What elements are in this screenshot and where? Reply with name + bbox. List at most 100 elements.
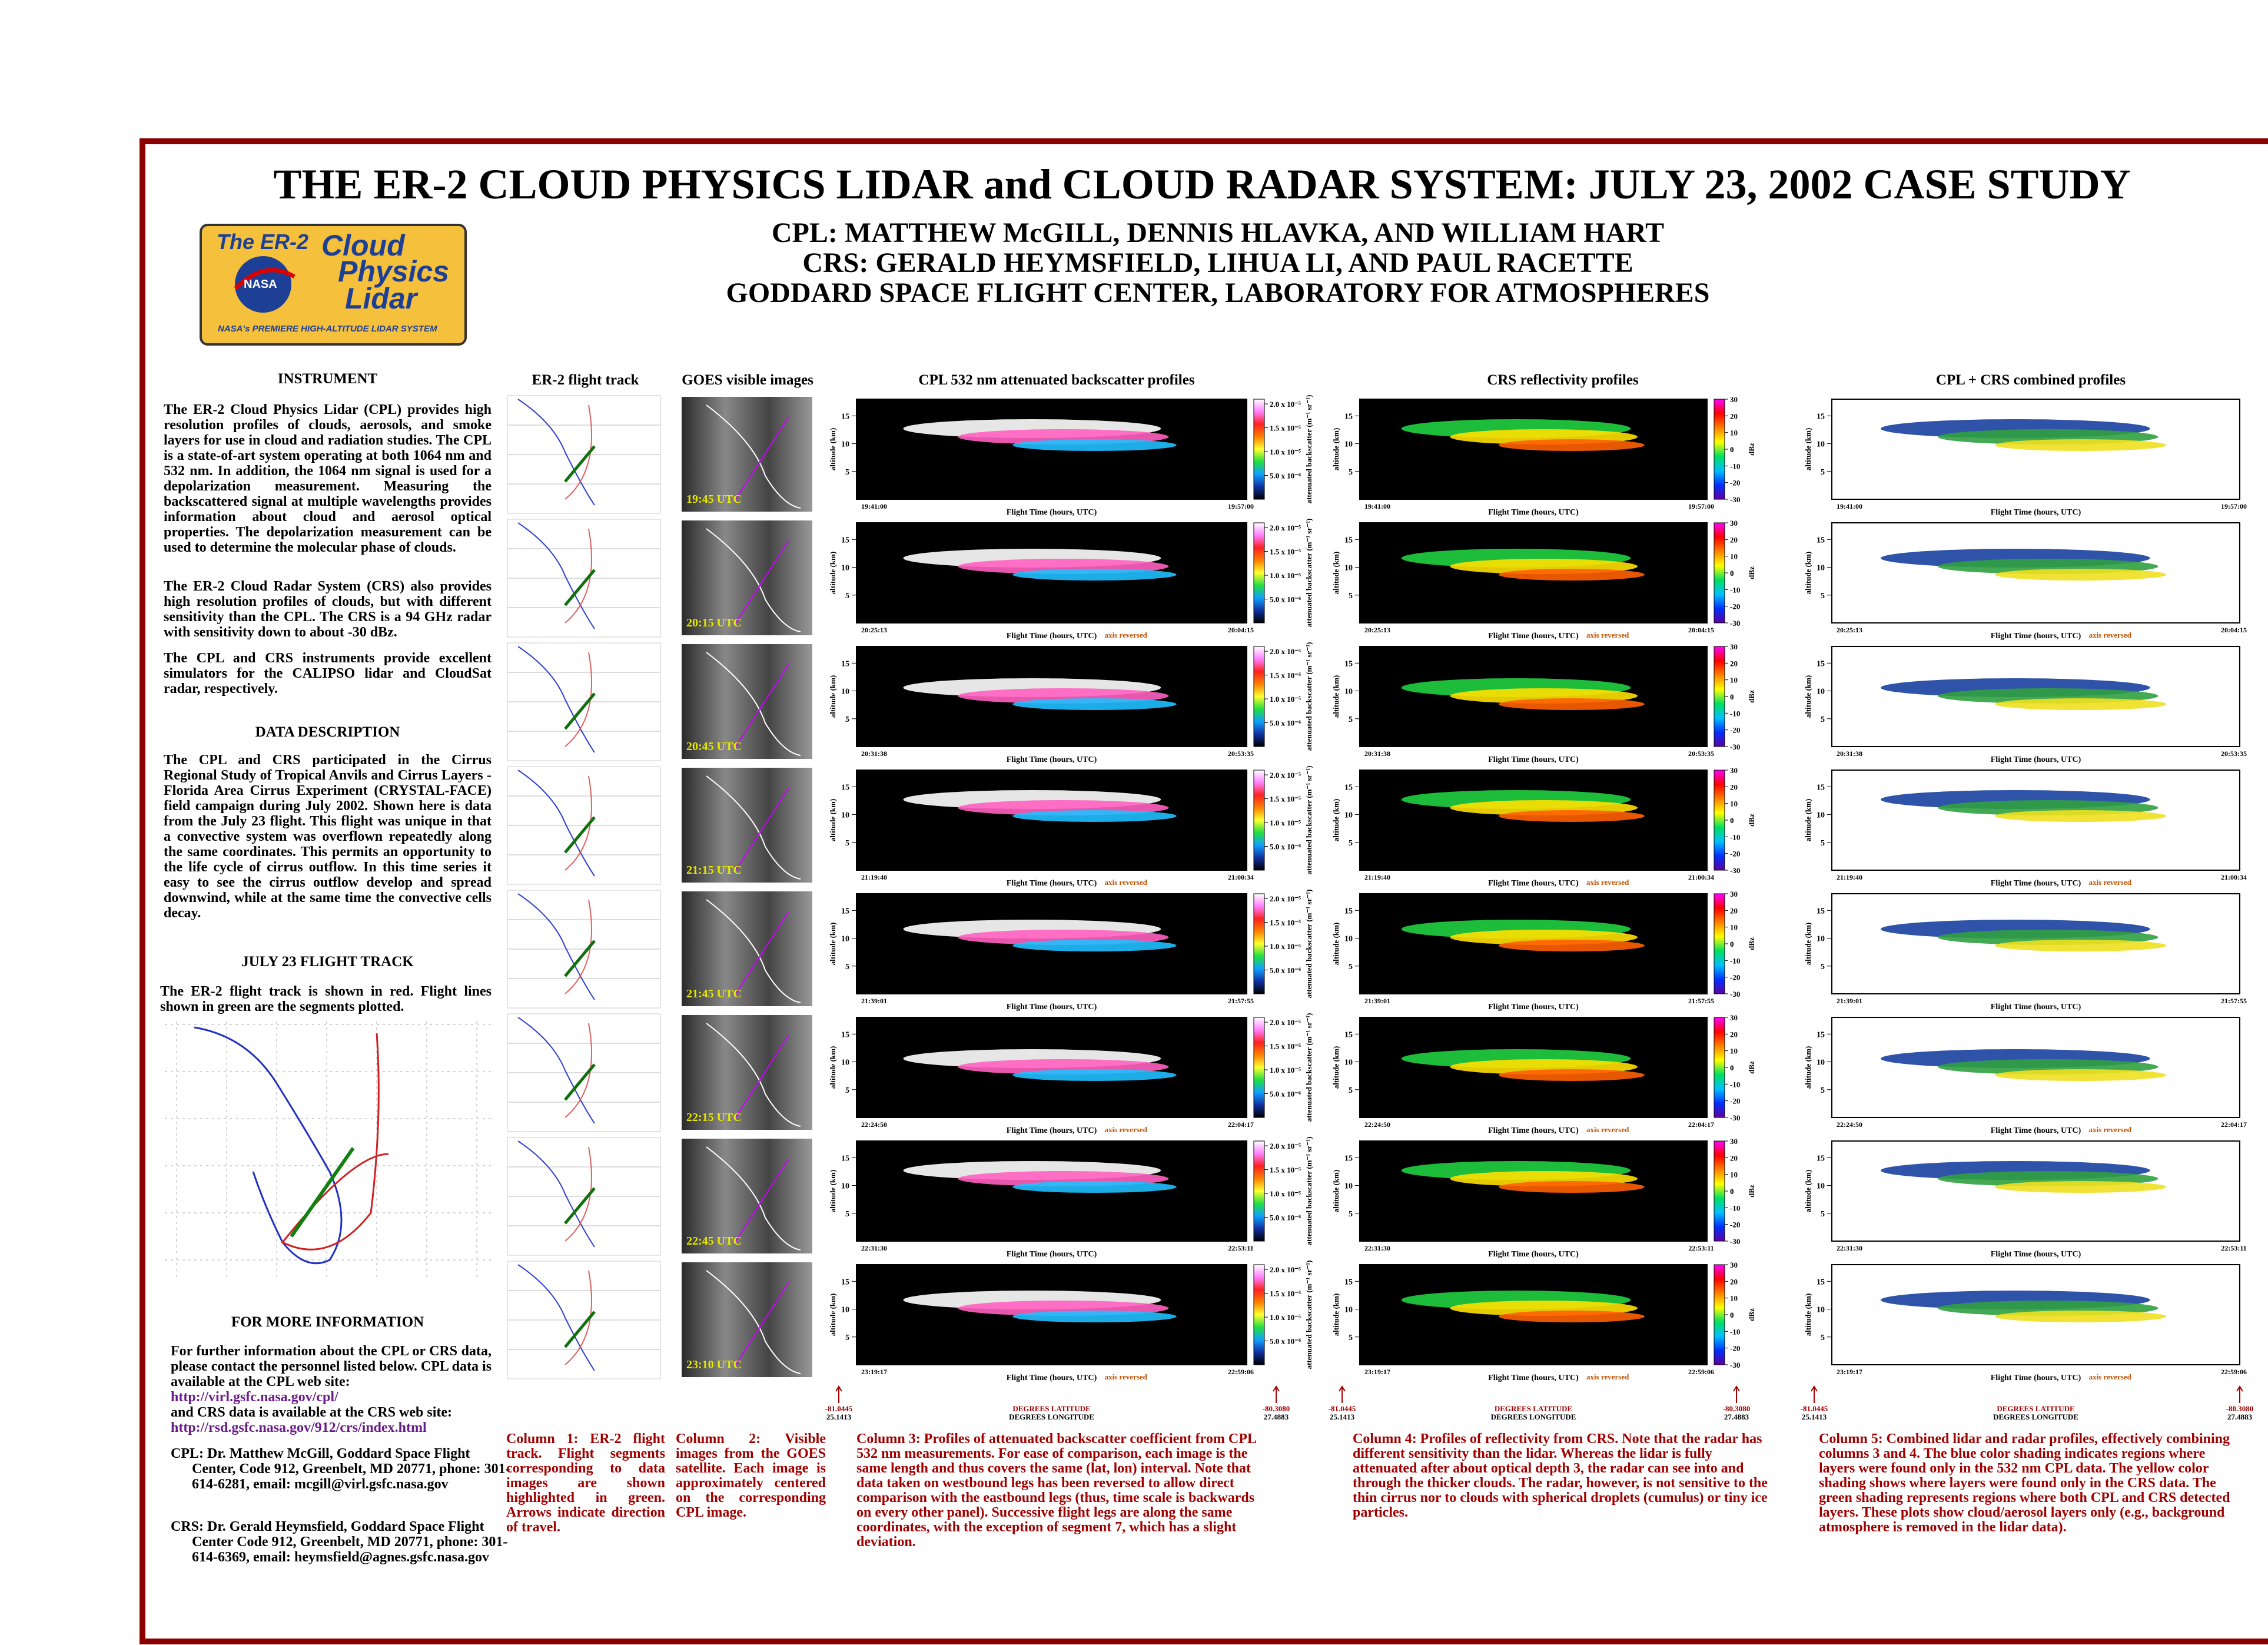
logo-cloud: Cloud [321, 229, 405, 262]
end-time: 22:04:17 [1688, 1120, 1714, 1129]
colorbar-tick-label: 0 [1730, 692, 1734, 701]
y-tick-label: 5 [1821, 963, 1825, 971]
cloud-layer [1012, 810, 1177, 822]
goes-track [735, 787, 789, 871]
axis-reversed: axis reversed [1105, 631, 1148, 639]
colorbar-tick-label: 10 [1730, 800, 1738, 808]
cloud-layer [1012, 1311, 1177, 1322]
x-axis-label: Flight Time (hours, UTC) [1488, 1374, 1579, 1382]
colorbar-tick-label: 5.0 x 10⁻⁶ [1270, 595, 1301, 604]
goes-coast [706, 899, 801, 1003]
colorbar-tick-label: -20 [1730, 850, 1740, 858]
colorbar-tick-label: 20 [1730, 1277, 1738, 1286]
colorbar [1714, 399, 1725, 500]
colorbar-tick-label: 20 [1730, 782, 1738, 791]
link[interactable]: http://rsd.gsfc.nasa.gov/912/crs/index.h… [171, 1420, 427, 1435]
y-tick-label: 10 [1817, 564, 1825, 573]
authors: CPL: MATTHEW McGILL, DENNIS HLAVKA, AND … [0, 218, 2268, 308]
y-tick-label: 5 [845, 839, 849, 848]
start-time: 22:31:30 [1837, 1244, 1862, 1252]
cloud-layer [1499, 439, 1645, 451]
cpl-panel: 5 10 15 altitude (km) 21:39:01 21:57:55 Flight… [828, 890, 1313, 1011]
goes-coast [706, 652, 801, 756]
logo-er2: The ER-2 [217, 230, 309, 254]
y-tick-label: 15 [1344, 659, 1353, 668]
coordinate-label: -81.0445 [1801, 1404, 1828, 1413]
colorbar-tick-label: 1.5 x 10⁻⁵ [1270, 1289, 1301, 1298]
colorbar-tick-label: 1.5 x 10⁻⁵ [1270, 1042, 1301, 1051]
lon-label: DEGREES LONGITUDE [1993, 1412, 2078, 1421]
x-axis-label: Flight Time (hours, UTC) [1991, 508, 2081, 517]
crs-panel: 5 10 15 altitude (km) 22:24:50 22:04:17 Flight… [1331, 1013, 1756, 1135]
colorbar-tick-label: -30 [1730, 742, 1740, 751]
colorbar-tick-label: 10 [1730, 552, 1738, 561]
crs-panel: 5 10 15 altitude (km) 21:19:40 21:00:34 Flight… [1331, 766, 1756, 888]
colorbar [1714, 893, 1725, 994]
cloud-layer [1499, 569, 1645, 581]
colorbar-tick-label: -10 [1730, 462, 1740, 470]
flight-track-panel [507, 519, 661, 638]
colorbar-tick-label: 20 [1730, 1153, 1738, 1162]
x-axis-label: Flight Time (hours, UTC) [1991, 1250, 2081, 1259]
cpl-panel: 5 10 15 altitude (km) 20:25:13 20:04:15 Flight… [828, 519, 1313, 641]
lat-label: DEGREES LATITUDE [1997, 1404, 2074, 1413]
cloud-layer [1499, 1311, 1645, 1322]
cpl-panel: 5 10 15 altitude (km) 19:41:00 19:57:00 Flight… [828, 395, 1313, 517]
title: THE ER-2 CLOUD PHYSICS LIDAR and CLOUD R… [273, 161, 2131, 208]
start-time: 20:25:13 [1364, 626, 1390, 634]
colorbar-tick-label: -30 [1730, 1237, 1740, 1246]
flight-segment [564, 1063, 596, 1101]
y-tick-label: 15 [1817, 536, 1825, 545]
link[interactable]: http://virl.gsfc.nasa.gov/cpl/ [171, 1389, 338, 1405]
section-heading: FOR MORE INFORMATION [231, 1314, 424, 1330]
y-tick-label: 10 [1344, 1306, 1353, 1315]
y-tick-label: 5 [1821, 468, 1825, 477]
y-tick-label: 5 [1349, 839, 1353, 848]
colorbar-tick-label: -30 [1730, 1361, 1740, 1369]
y-tick-label: 10 [841, 440, 849, 449]
start-time: 23:19:17 [1364, 1368, 1390, 1376]
author-line: CPL: MATTHEW McGILL, DENNIS HLAVKA, AND … [771, 217, 1665, 248]
y-tick-label: 10 [1817, 688, 1825, 697]
end-time: 21:57:55 [1688, 997, 1714, 1005]
end-time: 19:57:00 [2221, 502, 2247, 510]
y-tick-label: 15 [1344, 1030, 1353, 1039]
colorbar-tick-label: -30 [1730, 619, 1740, 628]
coordinate-label: -81.0445 [1329, 1404, 1356, 1413]
goes-time: 20:45 UTC [686, 740, 742, 753]
cloud-layer [1995, 569, 2167, 581]
goes-coast [706, 1270, 801, 1374]
colorbar-label: attenuated backscatter (m⁻¹ sr⁻¹) [1304, 1013, 1313, 1122]
y-tick-label: 15 [841, 659, 849, 668]
flight-track [564, 775, 592, 871]
coordinate-label: 27.4883 [1264, 1412, 1289, 1421]
colorbar-tick-label: 0 [1730, 1063, 1734, 1072]
colorbar-tick-label: -10 [1730, 833, 1740, 841]
axis-reversed: axis reversed [1586, 1372, 1629, 1381]
x-axis-label: Flight Time (hours, UTC) [1991, 1374, 2081, 1382]
colorbar-tick-label: 1.0 x 10⁻⁵ [1270, 571, 1301, 580]
more-info: For further information about the CPL or… [171, 1344, 492, 1435]
goes-image [682, 1262, 812, 1377]
flight-segment [290, 1147, 355, 1238]
cloud-layer [1012, 569, 1177, 581]
y-tick-label: 15 [841, 1154, 849, 1163]
axis-reversed: axis reversed [1105, 1372, 1148, 1381]
y-tick-label: 15 [1344, 412, 1353, 421]
cmb-panel: 5 10 15 altitude (km) 22:24:50 22:04:17 Flight… [1804, 1017, 2247, 1135]
y-axis-label: altitude (km) [1804, 923, 1812, 966]
colorbar-tick-label: -30 [1730, 990, 1740, 999]
coastline [194, 1026, 343, 1265]
y-tick-label: 15 [1344, 783, 1353, 792]
coordinate-label: 27.4883 [2227, 1412, 2253, 1421]
y-tick-label: 15 [1817, 783, 1825, 792]
colorbar [1253, 1140, 1265, 1242]
y-tick-label: 5 [1349, 715, 1353, 724]
colorbar-tick-label: -20 [1730, 726, 1740, 735]
colorbar-tick-label: 1.5 x 10⁻⁵ [1270, 918, 1301, 927]
colorbar-tick-label: 1.0 x 10⁻⁵ [1270, 942, 1301, 951]
x-axis-label: Flight Time (hours, UTC) [1991, 1126, 2081, 1135]
y-tick-label: 5 [1349, 468, 1353, 477]
coordinate-label: -80.3080 [1263, 1404, 1290, 1413]
